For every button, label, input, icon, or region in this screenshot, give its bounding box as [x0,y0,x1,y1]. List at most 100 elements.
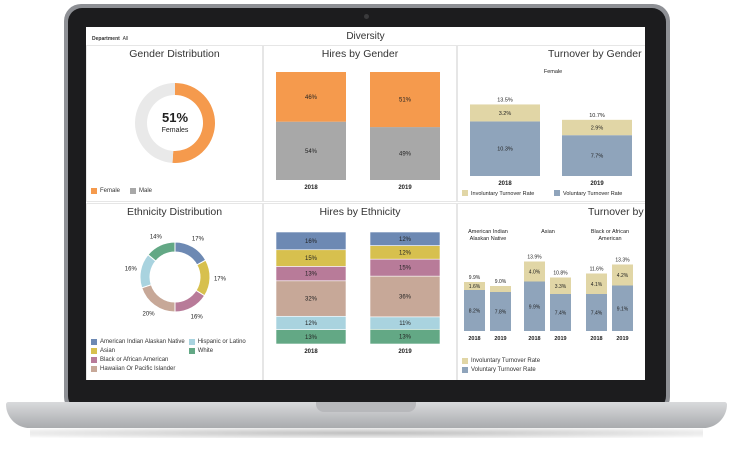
hires-gender-xtick-2018: 2018 [304,185,318,191]
turnover-gender-legend-label-0: Involuntary Turnover Rate [471,191,534,197]
legend-item-asian: Asian [91,346,185,355]
legend-label-asian: Asian [100,347,116,354]
turnover-eth-group-title-0-1: Alaskan Native [470,236,507,242]
hires-eth-bar-2-2018 [275,280,347,317]
turnover-gender-total-2018: 13.5% [497,97,513,103]
camera-icon [364,14,369,19]
gender-distribution-title: Gender Distribution [129,48,220,60]
hires-gender-label-male-2019: 49% [399,152,412,158]
turnover-eth-bar-vol-2-2019 [612,285,633,331]
turnover-eth-bar-inv-0-2019 [490,286,511,292]
turnover-by-gender-chart: Female 10.3% 3.2% 13.5% 2018 7.7% 2.9% 10.7% 201… [462,69,632,197]
turnover-eth-bar-vol-0-2018 [464,290,485,331]
department-filter-label: Department [92,36,120,42]
hires-eth-label-4-2019: 12% [399,250,412,256]
turnover-gender-bar-1-2019 [562,119,632,136]
gender-donut-chart [135,83,216,163]
turnover-eth-label-inv-2-2019: 4.2% [617,273,629,279]
gender-donut-center-label: Females [161,127,189,134]
ethnicity-donut-label-3: 20% [143,311,156,317]
turnover-eth-group-title-2-0: Black or African [591,229,629,235]
gender-donut-slice-female [172,83,216,163]
department-filter-value: All [122,36,129,42]
legend-label-american-indian: American Indian Alaskan Native [100,338,185,345]
hires-gender-label-female-2018: 46% [305,95,318,101]
turnover-eth-bar-inv-0-2018 [464,282,485,290]
hires-by-gender-title: Hires by Gender [321,48,399,60]
turnover-eth-label-vol-1-2019: 7.4% [555,311,567,317]
dashboard-title: Diversity [346,31,385,42]
ethnicity-donut-slice-5 [147,241,176,262]
white-swatch [188,347,195,354]
turnover-eth-label-vol-2-2019: 9.1% [617,306,629,312]
turnover-gender-total-2019: 10.7% [589,113,605,119]
turnover-gender-bar-0-2018 [470,121,540,176]
gender-legend: Female Male [91,186,152,195]
hires-gender-bar-female-2019 [370,72,440,128]
ethnicity-legend: American Indian Alaskan Native Asian Bla… [91,337,263,373]
department-filter[interactable]: Department All [92,36,128,42]
turnover-eth-label-inv-1-2018: 4.0% [529,270,541,276]
hires-eth-label-4-2018: 15% [305,256,318,262]
turnover-eth-label-vol-0-2018: 8.2% [469,309,481,315]
turnover-eth-xtick-0-2019: 2019 [494,336,506,342]
turnover-by-gender-title: Turnover by Gender [548,48,642,60]
turnover-eth-total-0-2018: 9.9% [469,275,481,281]
turnover-eth-xtick-1-2019: 2019 [554,336,566,342]
legend-label-black: Black or African American [100,356,169,363]
turnover-eth-total-2-2019: 13.3% [615,258,630,264]
turnover-eth-xtick-1-2018: 2018 [528,336,540,342]
turnover-eth-label-inv-2-2018: 4.1% [591,282,603,288]
turnover-eth-label-inv-0-2018: 1.6% [469,284,481,290]
turnover-eth-xtick-0-2018: 2018 [468,336,480,342]
legend-item-male: Male [130,186,152,195]
turnover-eth-label-vol-2-2018: 7.4% [591,311,603,317]
hires-eth-label-2-2019: 36% [399,294,412,300]
hires-eth-label-3-2018: 13% [305,272,318,278]
turnover-eth-xtick-2-2019: 2019 [616,336,628,342]
ethnicity-legend-left-column: American Indian Alaskan Native Asian Bla… [91,337,185,373]
ethnicity-donut-label-2: 16% [191,314,204,320]
turnover-eth-total-0-2019: 9.0% [495,279,507,285]
turnover-eth-label-vol-1-2018: 9.9% [529,304,541,310]
laptop-shadow [30,428,703,438]
turnover-gender-xtick-2019: 2019 [590,181,604,187]
turnover-gender-label-1-2019: 2.9% [591,126,604,132]
hires-by-ethnicity-chart: 13% 12% 32% 13% 15% 16% 2018 13% 11% 36% 15% 12% 12%… [275,231,441,355]
legend-label-white: White [197,347,214,354]
turnover-by-ethnicity-panel: Turnover by Ethnicity American IndianAla… [457,203,645,380]
hires-eth-label-0-2019: 13% [399,335,412,341]
turnover-gender-bar-0-2019 [562,135,632,176]
turnover-eth-total-2-2018: 11.6% [590,267,604,273]
gender-distribution-panel: Gender Distribution 51% Females Female M… [86,45,263,202]
turnover-eth-label-vol-0-2019: 7.8% [495,310,507,316]
legend-label-hispanic: Hispanic or Latino [197,338,246,345]
legend-item-involuntary: Involuntary Turnover Rate [462,356,540,365]
hires-eth-label-1-2019: 11% [399,321,411,327]
hires-by-ethnicity-title: Hires by Ethnicity [319,206,401,218]
legend-item-female: Female [91,186,120,195]
turnover-gender-label-0-2018: 10.3% [497,147,513,153]
male-swatch [130,187,137,194]
legend-label-male: Male [139,187,153,194]
turnover-gender-facet-label: Female [544,69,562,75]
turnover-eth-total-1-2018: 13.9% [527,255,542,261]
turnover-eth-bar-inv-2-2019 [612,264,633,286]
hires-eth-label-5-2018: 16% [305,239,318,245]
ethnicity-donut-slice-3 [141,284,176,313]
dashboard-screen: Department All Diversity Gender Distribu… [86,27,645,380]
turnover-eth-bar-vol-1-2019 [550,294,571,331]
turnover-gender-label-1-2018: 3.2% [499,111,512,117]
hires-eth-xtick-2018: 2018 [304,349,318,355]
turnover-eth-group-title-1-0: Asian [541,229,555,235]
hires-eth-bar-5-2018 [275,231,347,251]
hires-eth-label-2-2018: 32% [305,297,318,303]
hires-eth-label-0-2018: 13% [305,335,318,341]
turnover-eth-bar-inv-1-2018 [524,261,545,282]
legend-label-voluntary: Voluntary Turnover Rate [471,366,536,373]
hires-by-gender-panel: Hires by Gender 54% 46% 2018 49% 51% 2019 [263,45,457,202]
hires-gender-bar-male-2019 [370,127,440,180]
turnover-gender-legend-swatch-1 [554,190,560,196]
hires-gender-xtick-2019: 2019 [398,185,412,191]
